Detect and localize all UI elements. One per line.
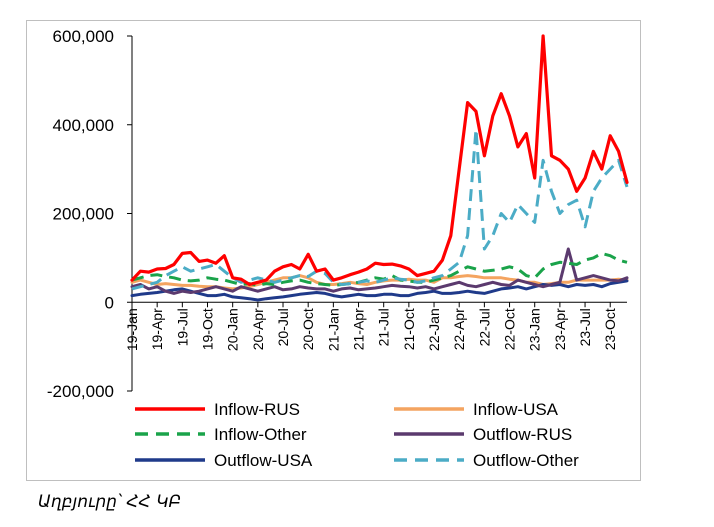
x-tick-label: 23-Jan (527, 308, 543, 351)
series-line-outflow-usa (130, 279, 629, 302)
x-tick-label: 19-Jan (124, 308, 140, 351)
series-line-outflow-other (131, 127, 629, 291)
legend-label-inflow-other: Inflow-Other (214, 425, 307, 444)
series-line-inflow-other (131, 251, 628, 287)
series-lines (130, 34, 629, 302)
x-tick-label: 23-Apr (552, 308, 568, 350)
y-tick-label: -200,000 (47, 382, 114, 401)
x-tick-label: 22-Jul (476, 308, 492, 346)
x-tick-label: 21-Apr (351, 308, 367, 350)
x-tick-label: 19-Apr (149, 308, 165, 350)
y-tick-label: 200,000 (53, 205, 114, 224)
x-tick-label: 21-Jan (325, 308, 341, 351)
y-tick-label: 400,000 (53, 116, 114, 135)
x-tick-label: 20-Apr (250, 308, 266, 350)
x-tick-label: 22-Apr (451, 308, 467, 350)
y-tick-label: 0 (105, 293, 114, 312)
series-line-inflow-rus (130, 34, 629, 287)
source-note: Աղբյուրը՝ ՀՀ ԿԲ (38, 492, 182, 512)
legend-label-inflow-usa: Inflow-USA (473, 400, 559, 419)
x-axis: 19-Jan 19-Apr 19-Jul 19-Oct 20-Jan 20-Apr 20-J… (124, 301, 627, 351)
x-tick-label: 20-Oct (300, 308, 316, 350)
x-tick-label: 20-Jul (275, 308, 291, 346)
x-tick-label: 22-Jan (426, 308, 442, 351)
x-tick-label: 21-Oct (401, 308, 417, 350)
x-tick-label: 20-Jan (225, 308, 241, 351)
legend-label-outflow-usa: Outflow-USA (214, 451, 313, 470)
x-tick-label: 23-Jul (577, 308, 593, 346)
legend-label-outflow-other: Outflow-Other (473, 451, 579, 470)
legend: Inflow-RUS Inflow-USA Inflow-Other Outflow-… (135, 400, 579, 470)
x-tick-label: 23-Oct (602, 308, 618, 350)
y-tick-label: 600,000 (53, 27, 114, 46)
series-line-outflow-rus (130, 247, 629, 295)
legend-label-outflow-rus: Outflow-RUS (473, 425, 572, 444)
x-tick-label: 21-Jul (376, 308, 392, 346)
chart-frame: -200,000 0 200,000 400,000 600,000 19-Jan 19-… (26, 20, 641, 481)
y-axis: -200,000 0 200,000 400,000 600,000 (47, 27, 133, 401)
x-tick-label: 19-Oct (200, 308, 216, 350)
x-tick-label: 22-Oct (502, 308, 518, 350)
x-tick-label: 19-Jul (174, 308, 190, 346)
legend-label-inflow-rus: Inflow-RUS (214, 400, 300, 419)
